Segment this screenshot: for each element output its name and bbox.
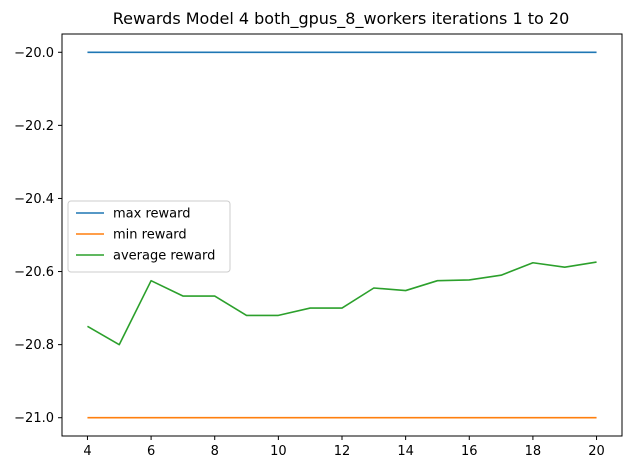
legend-label-min-reward: min reward [113, 228, 187, 243]
x-tick-label: 4 [83, 444, 91, 459]
x-tick-label: 16 [461, 444, 478, 459]
x-tick-label: 18 [525, 444, 542, 459]
x-tick-label: 10 [270, 444, 287, 459]
legend: max reward min reward average reward [67, 200, 231, 273]
x-axis: 4 6 8 10 12 14 16 18 20 [83, 436, 605, 459]
x-tick-label: 20 [588, 444, 605, 459]
y-tick-label: −20.2 [14, 119, 54, 134]
y-tick-label: −20.6 [14, 265, 54, 280]
x-tick-label: 14 [397, 444, 414, 459]
y-tick-label: −20.4 [14, 192, 54, 207]
y-axis: −21.0 −20.8 −20.6 −20.4 −20.2 −20.0 [14, 46, 62, 426]
x-tick-label: 6 [147, 444, 155, 459]
legend-box [67, 200, 231, 273]
legend-label-max-reward: max reward [113, 207, 190, 222]
x-tick-label: 12 [334, 444, 351, 459]
x-tick-label: 8 [211, 444, 219, 459]
series-line-average-reward [87, 261, 597, 346]
y-tick-label: −20.0 [14, 46, 54, 61]
y-tick-label: −21.0 [14, 411, 54, 426]
y-tick-label: −20.8 [14, 338, 54, 353]
series-lines [87, 51, 597, 419]
chart-title: Rewards Model 4 both_gpus_8_workers iter… [113, 9, 570, 29]
legend-label-average-reward: average reward [113, 249, 215, 264]
